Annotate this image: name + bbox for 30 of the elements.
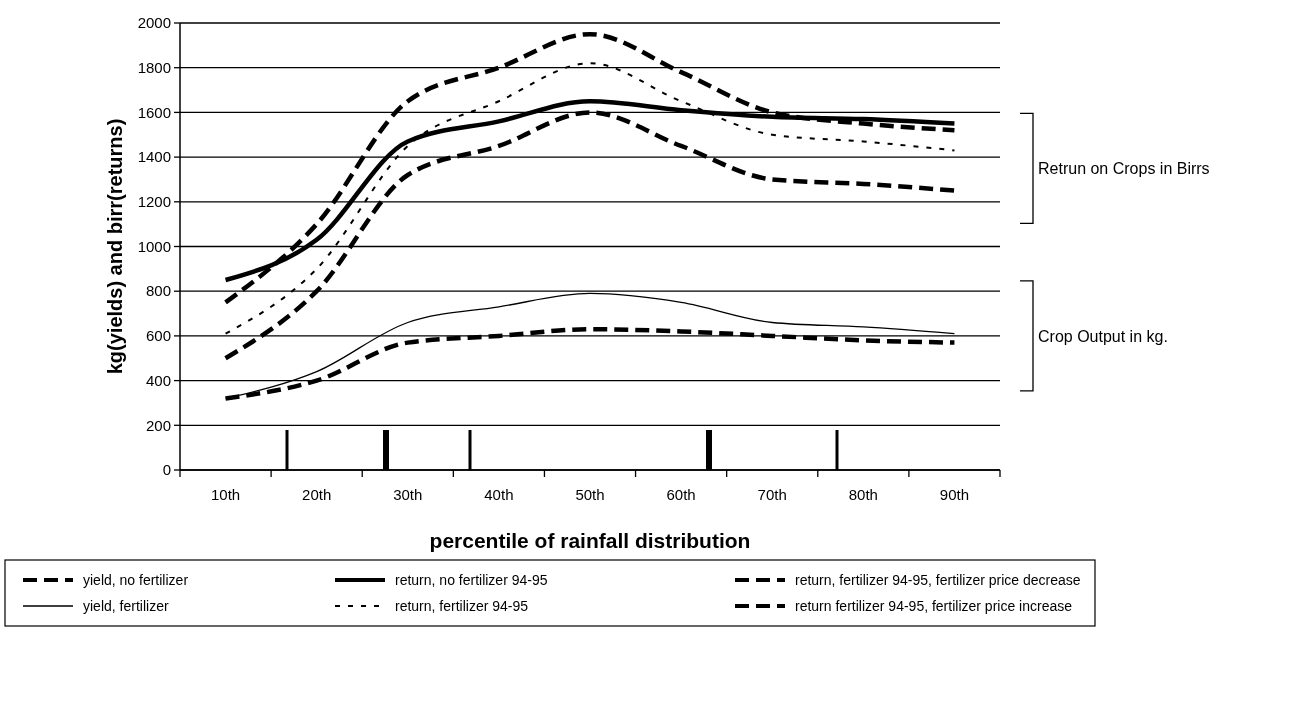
x-tick-label: 40th	[484, 486, 514, 503]
x-tick-label: 70th	[757, 486, 787, 503]
legend-label: return, no fertilizer 94-95	[395, 571, 548, 588]
legend-label: yield, no fertilizer	[83, 571, 189, 588]
y-tick-label: 0	[162, 461, 171, 479]
y-axis-title: kg(yields) and birr(returns)	[104, 118, 126, 375]
y-tick-label: 800	[145, 282, 171, 300]
y-tick-label: 200	[145, 416, 171, 434]
x-tick-label: 60th	[666, 486, 696, 503]
y-tick-label: 1200	[137, 193, 171, 211]
y-tick-label: 1600	[137, 103, 171, 121]
x-tick-label: 50th	[575, 486, 605, 503]
y-tick-label: 600	[145, 327, 171, 345]
legend-label: yield, fertilizer	[83, 597, 169, 614]
text: Crop Output in kg.	[1038, 327, 1168, 345]
x-tick-label: 80th	[848, 486, 878, 503]
legend-label: return, fertilizer 94-95	[395, 597, 529, 614]
legend-label: return fertilizer 94-95, fertilizer price increase	[795, 597, 1073, 614]
x-tick-label: 10th	[210, 486, 241, 503]
legend-label: return, fertilizer 94-95, fertilizer price decrease	[795, 571, 1081, 588]
y-tick-label: 1400	[137, 148, 171, 166]
x-axis-title: percentile of rainfall distribution	[429, 529, 751, 552]
y-tick-label: 400	[145, 371, 171, 389]
x-tick-label: 30th	[393, 486, 423, 503]
x-tick-label: 90th	[939, 486, 970, 503]
x-tick-label: 20th	[302, 486, 332, 503]
y-tick-label: 1800	[137, 58, 171, 76]
y-tick-label: 2000	[137, 14, 171, 32]
y-tick-label: 1000	[137, 237, 171, 255]
text: Retrun on Crops in Birrs	[1038, 159, 1210, 177]
